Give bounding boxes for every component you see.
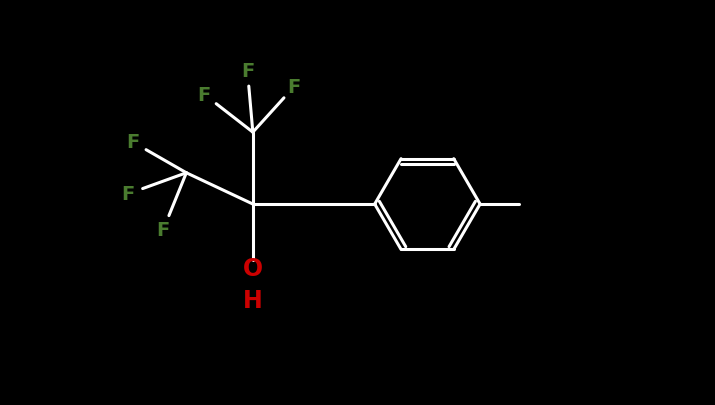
Text: F: F — [287, 78, 301, 97]
Text: F: F — [126, 133, 139, 152]
Text: F: F — [122, 185, 134, 204]
Text: F: F — [197, 85, 211, 104]
Text: F: F — [157, 221, 169, 240]
Text: O: O — [243, 256, 263, 280]
Text: F: F — [241, 62, 254, 81]
Text: H: H — [243, 289, 262, 313]
